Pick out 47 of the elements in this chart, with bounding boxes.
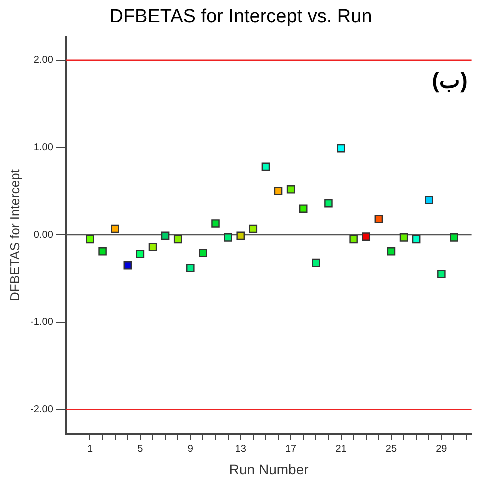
y-tick-label: -1.00 [30, 317, 54, 328]
x-tick-label: 9 [188, 444, 194, 455]
point [450, 234, 458, 242]
point [236, 232, 245, 240]
point [274, 187, 283, 196]
x-tick-label: 5 [138, 444, 144, 455]
point [249, 224, 258, 234]
point [312, 258, 320, 268]
point [161, 232, 170, 240]
point [98, 248, 107, 256]
point [337, 144, 346, 153]
annotation: (ب) [432, 68, 468, 93]
point [224, 234, 232, 242]
x-tick-label: 21 [336, 444, 348, 455]
y-axis-title: DFBETAS for Intercept [7, 169, 22, 302]
point [262, 162, 270, 172]
y-tick-label: 0.00 [34, 230, 54, 241]
y-tick-label: -2.00 [30, 404, 54, 416]
x-tick-label: 1 [87, 444, 94, 455]
x-tick-label: 17 [286, 444, 298, 455]
x-tick-label: 25 [386, 444, 398, 455]
x-axis-title: Run Number [229, 461, 310, 478]
x-tick-label: 13 [235, 444, 247, 455]
point [324, 199, 333, 208]
point [124, 261, 132, 270]
point [299, 204, 308, 213]
point [412, 235, 421, 244]
point [136, 250, 145, 258]
point [387, 248, 396, 256]
point [374, 215, 384, 224]
point [424, 196, 434, 204]
y-tick-label: 1.00 [34, 142, 54, 154]
point [362, 232, 371, 241]
point [438, 270, 446, 278]
point [186, 264, 195, 272]
point [86, 235, 94, 244]
y-tick-label: 2.00 [34, 55, 54, 66]
point [286, 186, 296, 194]
point [148, 243, 158, 252]
point [174, 235, 182, 244]
point [400, 234, 408, 242]
point [212, 220, 220, 228]
chart-title: DFBETAS for Intercept vs. Run [110, 6, 372, 28]
point [199, 249, 208, 258]
point [350, 235, 358, 244]
x-tick-label: 29 [436, 444, 448, 455]
point [111, 224, 120, 234]
